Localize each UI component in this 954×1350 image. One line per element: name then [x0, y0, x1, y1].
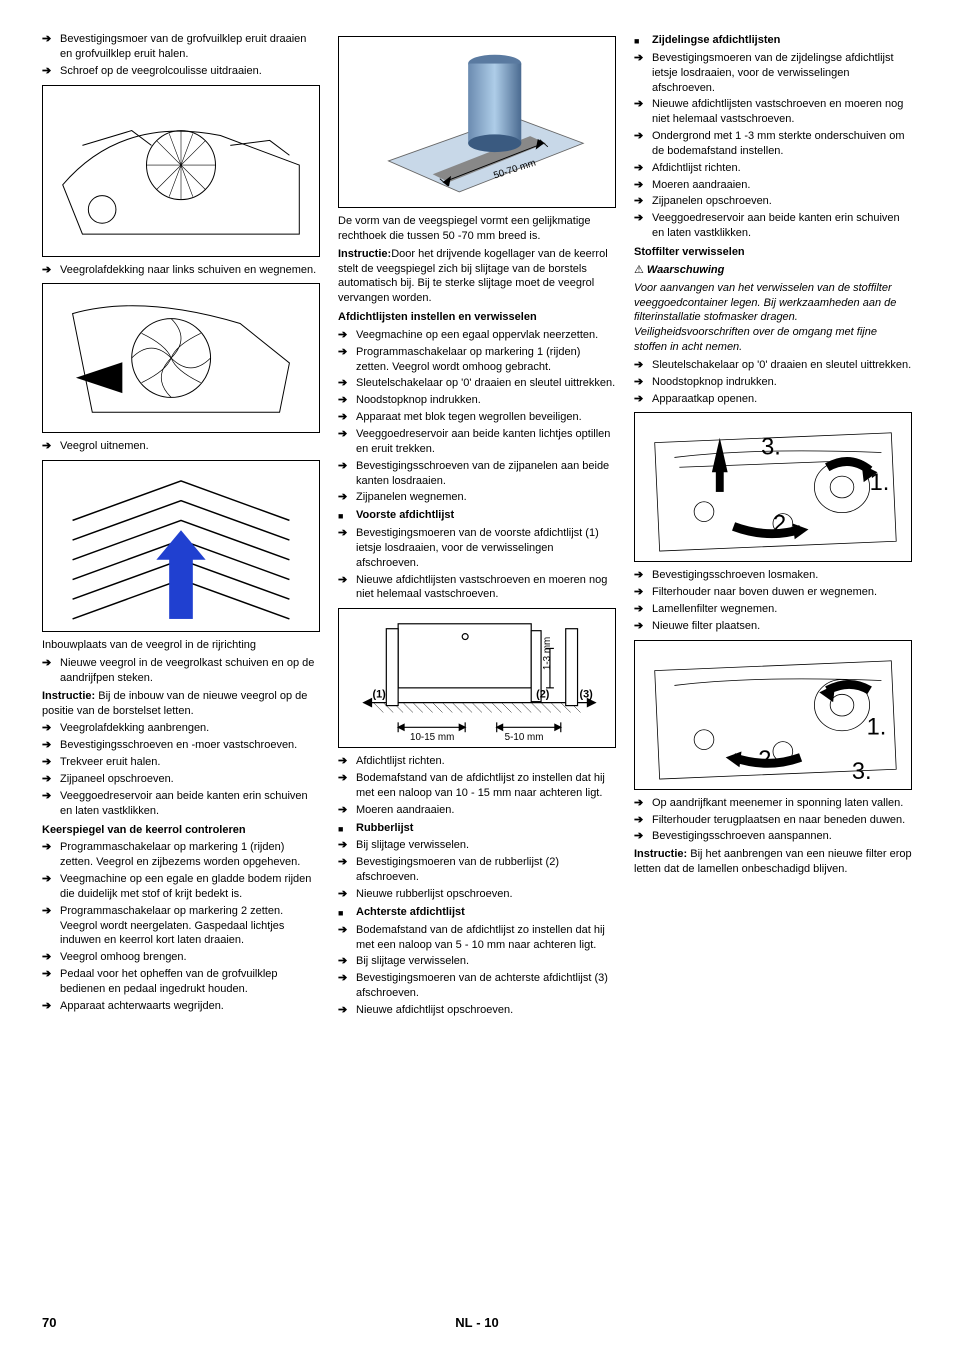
column-2: 50-70 mm De vorm van de veegspiegel vorm… — [338, 30, 616, 1020]
svg-text:1.: 1. — [870, 470, 890, 496]
svg-text:5-10 mm: 5-10 mm — [505, 732, 544, 743]
svg-text:(2): (2) — [536, 689, 550, 701]
column-3: Zijdelingse afdichtlijsten Bevestigingsm… — [634, 30, 912, 1020]
sub-heading: Zijdelingse afdichtlijsten — [634, 33, 912, 48]
step-item: Programmaschakelaar op markering 2 zette… — [42, 904, 320, 949]
step-item: Zijpanelen wegnemen. — [338, 490, 616, 505]
warning-label: Waarschuwing — [634, 263, 912, 278]
note: Instructie:Door het drijvende kogellager… — [338, 247, 616, 306]
step-item: Op aandrijfkant meenemer in sponning lat… — [634, 796, 912, 811]
figure-sweep-width: 50-70 mm — [338, 36, 616, 208]
step-item: Nieuwe veegrol in de veegrolkast schuive… — [42, 656, 320, 686]
step-item: Bevestigingsmoeren van de voorste afdich… — [338, 526, 616, 571]
step-item: Bevestigingsmoeren van de achterste afdi… — [338, 971, 616, 1001]
step-item: Bevestigingsmoer van de grofvuilklep eru… — [42, 32, 320, 62]
svg-text:2.: 2. — [773, 512, 793, 538]
footer-center: NL - 10 — [455, 1314, 498, 1332]
step-item: Programmaschakelaar op markering 1 (rijd… — [338, 345, 616, 375]
figure-brush-direction — [42, 460, 320, 632]
figure-seal-diagram: (1) (2) (3) 10-15 mm 5-10 mm 1-3 mm — [338, 608, 616, 748]
step-item: Apparaatkap openen. — [634, 392, 912, 407]
warning-text: Voor aanvangen van het verwisselen van d… — [634, 281, 912, 355]
step-item: Veegrolafdekking aanbrengen. — [42, 721, 320, 736]
step-item: Veegrol uitnemen. — [42, 439, 320, 454]
column-1: Bevestigingsmoer van de grofvuilklep eru… — [42, 30, 320, 1020]
svg-text:1-3 mm: 1-3 mm — [542, 637, 553, 670]
step-item: Bevestigingsmoeren van de rubberlijst (2… — [338, 855, 616, 885]
figure-filter-install: 1. 2. 3. — [634, 640, 912, 790]
heading: Keerspiegel van de keerrol controleren — [42, 823, 320, 838]
sub-heading: Voorste afdichtlijst — [338, 508, 616, 523]
svg-text:(1): (1) — [373, 689, 387, 701]
step-item: Veegmachine op een egaal oppervlak neerz… — [338, 328, 616, 343]
step-item: Veeggoedreservoir aan beide kanten erin … — [634, 211, 912, 241]
svg-text:(3): (3) — [580, 689, 594, 701]
svg-text:1.: 1. — [867, 714, 887, 740]
step-item: Nieuwe filter plaatsen. — [634, 619, 912, 634]
sub-heading: Rubberlijst — [338, 821, 616, 836]
heading: Stoffilter verwisselen — [634, 245, 912, 260]
svg-text:2.: 2. — [758, 747, 778, 773]
paragraph: De vorm van de veegspiegel vormt een gel… — [338, 214, 616, 244]
step-item: Nieuwe afdichtlijsten vastschroeven en m… — [634, 97, 912, 127]
step-item: Veeggoedreservoir aan beide kanten erin … — [42, 789, 320, 819]
page-footer: 70 NL - 10 — [42, 1314, 912, 1332]
step-item: Nieuwe afdichtlijsten vastschroeven en m… — [338, 573, 616, 603]
step-item: Bevestigingsschroeven van de zijpanelen … — [338, 459, 616, 489]
step-item: Moeren aandraaien. — [634, 178, 912, 193]
step-item: Bij slijtage verwisselen. — [338, 838, 616, 853]
page-number: 70 — [42, 1314, 56, 1332]
figure-filter-remove: 3. 1. 2. — [634, 412, 912, 562]
step-item: Lamellenfilter wegnemen. — [634, 602, 912, 617]
step-item: Schroef op de veegrolcoulisse uitdraaien… — [42, 64, 320, 79]
step-item: Sleutelschakelaar op '0' draaien en sleu… — [634, 358, 912, 373]
step-item: Veegmachine op een egale en gladde bodem… — [42, 872, 320, 902]
svg-text:3.: 3. — [852, 759, 872, 785]
step-item: Bevestigingsmoeren van de zijdelingse af… — [634, 51, 912, 96]
page-columns: Bevestigingsmoer van de grofvuilklep eru… — [42, 30, 912, 1020]
step-item: Zijpaneel opschroeven. — [42, 772, 320, 787]
caption: Inbouwplaats van de veegrol in de rijric… — [42, 638, 320, 653]
note: Instructie: Bij de inbouw van de nieuwe … — [42, 689, 320, 719]
step-item: Nieuwe rubberlijst opschroeven. — [338, 887, 616, 902]
step-item: Bodemafstand van de afdichtlijst zo inst… — [338, 771, 616, 801]
step-item: Apparaat achterwaarts wegrijden. — [42, 999, 320, 1014]
step-item: Bevestigingsschroeven losmaken. — [634, 568, 912, 583]
step-item: Bevestigingsschroeven aanspannen. — [634, 829, 912, 844]
step-item: Sleutelschakelaar op '0' draaien en sleu… — [338, 376, 616, 391]
step-item: Veegrolafdekking naar links schuiven en … — [42, 263, 320, 278]
step-item: Noodstopknop indrukken. — [634, 375, 912, 390]
step-item: Apparaat met blok tegen wegrollen beveil… — [338, 410, 616, 425]
step-item: Filterhouder terugplaatsen en naar bened… — [634, 813, 912, 828]
step-item: Moeren aandraaien. — [338, 803, 616, 818]
step-item: Filterhouder naar boven duwen er wegneme… — [634, 585, 912, 600]
step-item: Veegrol omhoog brengen. — [42, 950, 320, 965]
step-item: Zijpanelen opschroeven. — [634, 194, 912, 209]
step-item: Bodemafstand van de afdichtlijst zo inst… — [338, 923, 616, 953]
note: Instructie: Bij het aanbrengen van een n… — [634, 847, 912, 877]
step-item: Programmaschakelaar op markering 1 (rijd… — [42, 840, 320, 870]
figure-mechanism-1 — [42, 85, 320, 257]
step-item: Pedaal voor het opheffen van de grofvuil… — [42, 967, 320, 997]
heading: Afdichtlijsten instellen en verwisselen — [338, 310, 616, 325]
svg-text:3.: 3. — [761, 435, 781, 461]
step-item: Nieuwe afdichtlijst opschroeven. — [338, 1003, 616, 1018]
step-item: Ondergrond met 1 -3 mm sterkte onderschu… — [634, 129, 912, 159]
step-item: Veeggoedreservoir aan beide kanten licht… — [338, 427, 616, 457]
step-item: Bij slijtage verwisselen. — [338, 954, 616, 969]
step-item: Noodstopknop indrukken. — [338, 393, 616, 408]
step-item: Bevestigingsschroeven en -moer vastschro… — [42, 738, 320, 753]
sub-heading: Achterste afdichtlijst — [338, 905, 616, 920]
step-item: Afdichtlijst richten. — [634, 161, 912, 176]
svg-text:10-15 mm: 10-15 mm — [410, 732, 454, 743]
step-item: Afdichtlijst richten. — [338, 754, 616, 769]
step-item: Trekveer eruit halen. — [42, 755, 320, 770]
figure-mechanism-2 — [42, 283, 320, 433]
